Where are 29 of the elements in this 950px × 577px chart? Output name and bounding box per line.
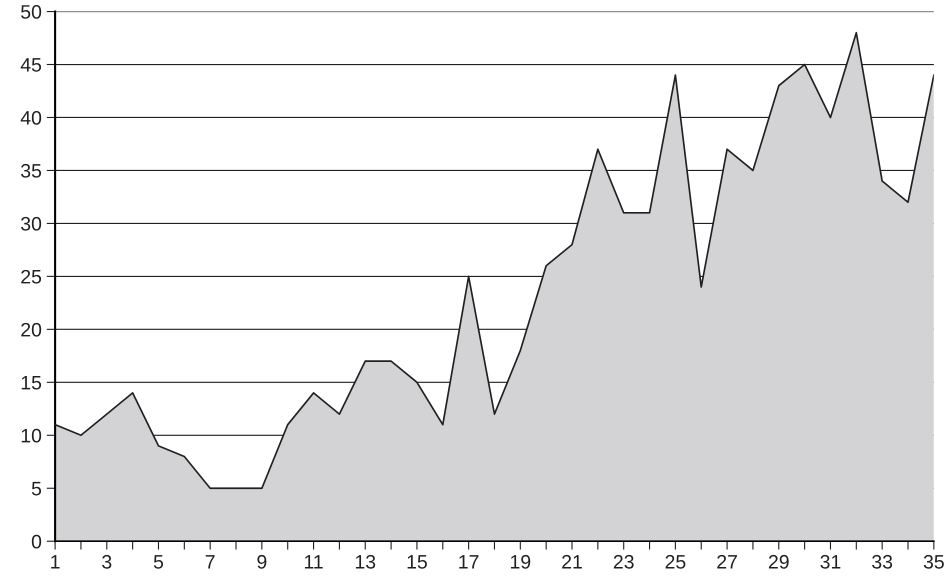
x-tick-label: 11 <box>304 555 323 569</box>
x-tick-label: 23 <box>614 554 634 569</box>
y-tick-label: 25 <box>21 270 42 284</box>
x-tick-label: 1 <box>51 555 60 569</box>
y-tick-label: 45 <box>20 58 42 72</box>
x-tick-label: 15 <box>408 555 427 569</box>
x-tick-label: 5 <box>154 555 164 569</box>
x-tick-label: 3 <box>102 554 112 569</box>
y-tick-label: 15 <box>22 376 42 390</box>
y-tick-label: 10 <box>22 428 42 443</box>
x-tick-label: 21 <box>562 554 582 569</box>
y-tick-label: 40 <box>20 110 42 125</box>
x-tick-label: 9 <box>257 554 266 569</box>
x-tick-label: 19 <box>510 554 530 569</box>
y-tick-label: 50 <box>21 5 42 19</box>
x-tick-label: 29 <box>768 554 789 569</box>
y-tick-label: 0 <box>32 534 42 548</box>
x-tick-label: 13 <box>356 554 376 569</box>
y-tick-label: 5 <box>32 482 42 496</box>
y-tick-label: 20 <box>21 322 42 337</box>
y-tick-label: 35 <box>21 164 42 178</box>
x-tick-label: 17 <box>459 555 478 569</box>
x-tick-label: 27 <box>717 554 737 569</box>
x-tick-label: 25 <box>666 554 686 569</box>
x-tick-label: 31 <box>820 554 840 569</box>
x-tick-label: 7 <box>206 555 215 569</box>
x-tick-label: 33 <box>872 554 892 569</box>
x-tick-label: 35 <box>924 554 944 569</box>
y-tick-label: 30 <box>21 216 42 231</box>
